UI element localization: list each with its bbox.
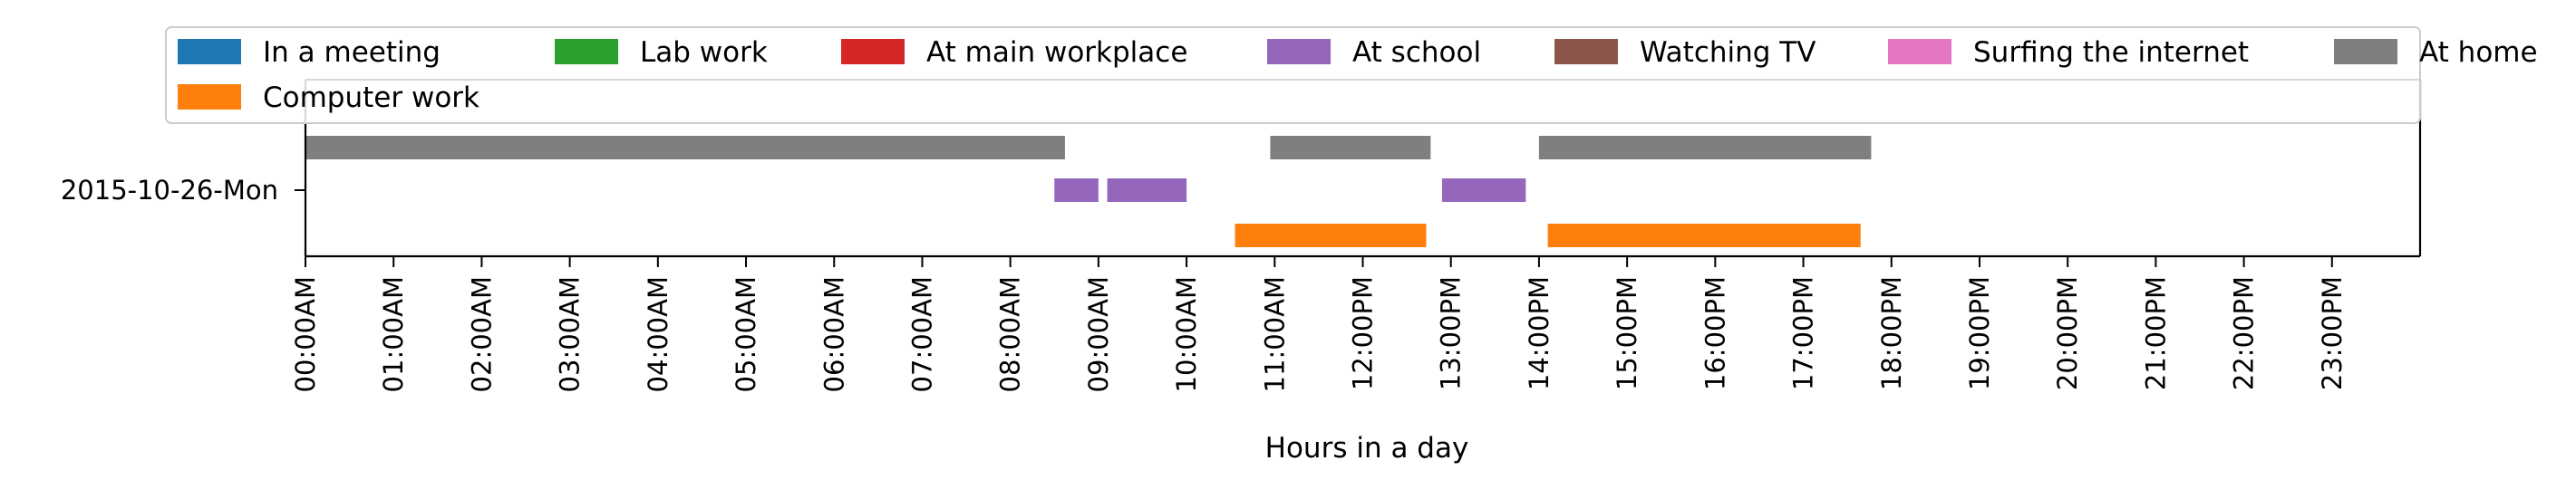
- bar-computer-work-0: [1235, 224, 1427, 247]
- x-tick-label: 10:00AM: [1171, 276, 1202, 392]
- legend-label-surfing-the-internet: Surfing the internet: [1973, 36, 2249, 69]
- x-axis-label: Hours in a day: [1265, 432, 1469, 465]
- x-tick-label: 00:00AM: [290, 276, 321, 392]
- legend-swatch-in-a-meeting: [178, 39, 241, 64]
- x-tick-label: 02:00AM: [466, 276, 497, 392]
- legend: In a meeting Lab work At main workplace At …: [165, 26, 2538, 124]
- legend-swatch-lab-work: [555, 39, 618, 64]
- legend-label-watching-tv: Watching TV: [1640, 36, 1816, 69]
- legend-label-at-home: At home: [2419, 36, 2538, 69]
- bar-at-home-0: [305, 136, 1065, 159]
- legend-swatch-at-home: [2334, 39, 2397, 64]
- x-tick-label: 07:00AM: [906, 276, 937, 392]
- legend-label-at-school: At school: [1352, 36, 1481, 69]
- legend-label-lab-work: Lab work: [640, 36, 768, 69]
- bar-at-school-0: [1054, 178, 1099, 202]
- x-axis: 00:00AM 01:00AM 02:00AM 03:00AM 04:00AM 05:00…: [290, 256, 2348, 392]
- x-tick-label: 22:00PM: [2229, 276, 2260, 390]
- legend-swatch-at-main-workplace: [841, 39, 905, 64]
- x-tick-label: 03:00AM: [555, 276, 586, 392]
- y-axis: 2015-10-26-Mon: [61, 175, 305, 206]
- x-tick-label: 15:00PM: [1612, 276, 1642, 390]
- x-tick-label: 18:00PM: [1876, 276, 1907, 390]
- bar-computer-work-1: [1547, 224, 1861, 247]
- legend-swatch-computer-work: [178, 84, 241, 110]
- legend-frame: [165, 26, 2421, 124]
- legend-swatch-surfing-the-internet: [1888, 39, 1951, 64]
- legend-label-computer-work: Computer work: [263, 82, 479, 114]
- x-tick-label: 09:00AM: [1083, 276, 1114, 392]
- y-tick-label: 2015-10-26-Mon: [61, 175, 278, 206]
- bar-at-home-1: [1270, 136, 1431, 159]
- x-tick-label: 16:00PM: [1700, 276, 1730, 390]
- x-tick-label: 05:00AM: [731, 276, 761, 392]
- x-tick-label: 08:00AM: [995, 276, 1026, 392]
- bar-at-school-2: [1441, 178, 1526, 202]
- x-tick-label: 20:00PM: [2052, 276, 2083, 390]
- legend-swatch-watching-tv: [1554, 39, 1618, 64]
- x-tick-label: 19:00PM: [1964, 276, 1995, 390]
- legend-label-in-a-meeting: In a meeting: [263, 36, 441, 69]
- x-tick-label: 11:00AM: [1259, 276, 1290, 392]
- x-tick-label: 04:00AM: [643, 276, 673, 392]
- legend-label-at-main-workplace: At main workplace: [926, 36, 1187, 69]
- x-tick-label: 23:00PM: [2317, 276, 2348, 390]
- x-tick-label: 14:00PM: [1524, 276, 1554, 390]
- bar-at-home-2: [1538, 136, 1872, 159]
- bar-at-school-1: [1107, 178, 1187, 202]
- activity-bars: [305, 136, 1872, 247]
- x-tick-label: 17:00PM: [1788, 276, 1819, 390]
- x-tick-label: 12:00PM: [1348, 276, 1379, 390]
- x-tick-label: 21:00PM: [2140, 276, 2171, 390]
- x-tick-label: 01:00AM: [378, 276, 409, 392]
- legend-swatch-at-school: [1267, 39, 1331, 64]
- x-tick-label: 13:00PM: [1436, 276, 1467, 390]
- x-tick-label: 06:00AM: [818, 276, 849, 392]
